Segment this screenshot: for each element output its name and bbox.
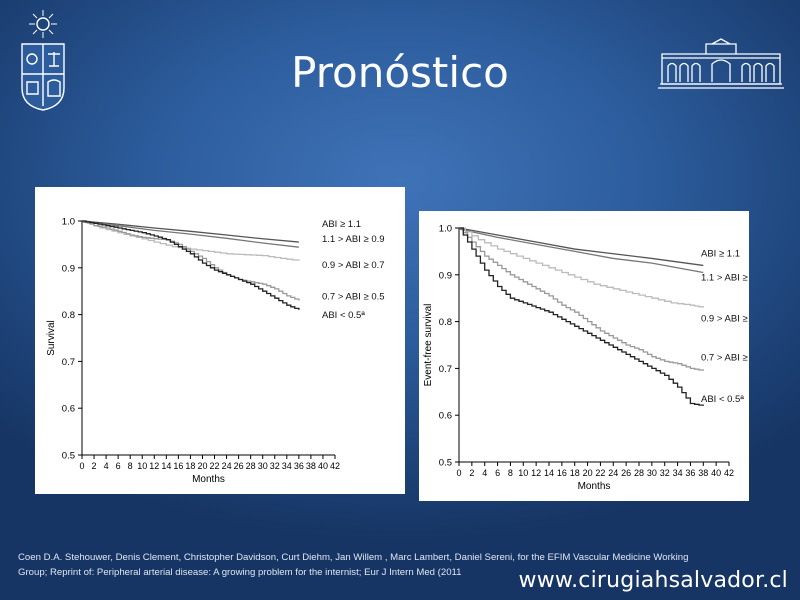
series-label: ABI < 0.5ª: [322, 310, 365, 321]
x-tick-label: 40: [711, 468, 721, 478]
x-tick-label: 26: [621, 468, 631, 478]
x-tick-label: 16: [557, 468, 567, 478]
y-tick-label: 1.0: [439, 224, 452, 235]
x-tick-label: 10: [518, 468, 528, 478]
y-tick-label: 0.5: [439, 458, 452, 469]
event-free-survival-chart-panel: 0.5 0.6 0.7 0.8 0.9 1.0 0 2 4 6 8 10 12 14 16 18 20 22 24 2…: [419, 211, 749, 501]
x-tick-label: 38: [698, 468, 708, 478]
building-facade-logo: [658, 38, 784, 89]
x-tick-label: 26: [234, 461, 244, 471]
x-tick-label: 34: [673, 468, 683, 478]
series-label: ABI ≥ 1.1: [701, 248, 740, 259]
y-axis-label: Event-free survival: [423, 304, 434, 387]
x-axis-label: Months: [192, 474, 225, 485]
x-tick-label: 36: [294, 461, 304, 471]
slide-title: Pronóstico: [291, 48, 509, 97]
x-tick-label: 14: [544, 468, 554, 478]
x-tick-label: 36: [685, 468, 695, 478]
series-line: [459, 227, 704, 371]
x-tick-label: 28: [634, 468, 644, 478]
x-tick-label: 24: [222, 461, 232, 471]
x-tick-label: 2: [92, 461, 97, 471]
series-label: 0.9 > ABI ≥ 0.7: [701, 314, 749, 325]
x-tick-label: 34: [282, 461, 292, 471]
series-label: 0.9 > ABI ≥ 0.7: [322, 260, 385, 271]
citation-text: Coen D.A. Stehouwer, Denis Clement, Chri…: [18, 550, 758, 580]
series-line: [81, 220, 299, 243]
x-tick-label: 38: [306, 461, 316, 471]
series-line: [458, 228, 704, 274]
series-line: [459, 227, 704, 308]
series-label: 0.7 > ABI ≥ 0.5: [701, 353, 749, 364]
citation-line-2: Group; Reprint of: Peripheral arterial d…: [18, 567, 462, 578]
series-label: 1.1 > ABI ≥ 0.9: [322, 234, 385, 245]
x-tick-label: 42: [724, 468, 734, 478]
x-tick-label: 4: [482, 468, 487, 478]
x-tick-label: 12: [531, 468, 541, 478]
series-label: 1.1 > ABI ≥ 0.9: [701, 272, 749, 283]
website-url[interactable]: www.cirugiahsalvador.cl: [518, 568, 788, 593]
university-crest-logo: [21, 10, 65, 111]
series-line: [82, 220, 300, 310]
y-tick-label: 0.8: [439, 317, 452, 328]
y-tick-label: 0.8: [62, 310, 75, 321]
x-tick-label: 24: [608, 468, 618, 478]
y-tick-label: 0.6: [439, 411, 452, 422]
series-label: ABI < 0.5ª: [701, 394, 744, 405]
x-tick-label: 4: [104, 461, 109, 471]
y-tick-label: 0.7: [439, 364, 452, 375]
y-tick-label: 0.6: [62, 404, 75, 415]
citation-line-1: Coen D.A. Stehouwer, Denis Clement, Chri…: [18, 552, 689, 563]
x-tick-label: 14: [161, 461, 171, 471]
event-free-survival-chart: 0.50.60.70.80.91.00 2 4 6 8 10 12 14 16 18 20 22 24 2…: [423, 224, 749, 493]
x-tick-label: 20: [197, 461, 207, 471]
y-tick-label: 1.0: [62, 217, 75, 228]
survival-chart-panel: 0.5 0.6 0.7 0.8 0.9 1.0 0 2 4 6 8 10 12 14 16 18 20 22 24 2…: [35, 187, 405, 494]
x-tick-label: 18: [185, 461, 195, 471]
y-tick-label: 0.9: [439, 270, 452, 281]
series-label: 0.7 > ABI ≥ 0.5: [322, 292, 385, 303]
y-tick-label: 0.9: [62, 263, 75, 274]
x-tick-label: 16: [173, 461, 183, 471]
x-axis-label: Months: [578, 481, 611, 492]
x-tick-label: 32: [660, 468, 670, 478]
x-tick-label: 18: [570, 468, 580, 478]
x-tick-label: 0: [79, 461, 84, 471]
x-tick-label: 32: [270, 461, 280, 471]
x-tick-label: 12: [149, 461, 159, 471]
x-tick-label: 30: [258, 461, 268, 471]
x-tick-label: 22: [210, 461, 220, 471]
x-tick-label: 40: [318, 461, 328, 471]
x-tick-label: 42: [330, 461, 340, 471]
series-line: [82, 220, 300, 301]
series-label: ABI ≥ 1.1: [322, 219, 361, 230]
x-tick-label: 22: [595, 468, 605, 478]
x-tick-label: 6: [495, 468, 500, 478]
x-tick-label: 8: [128, 461, 133, 471]
y-tick-label: 0.5: [62, 451, 75, 462]
x-tick-label: 20: [583, 468, 593, 478]
y-axis-label: Survival: [46, 320, 57, 356]
series-line: [458, 227, 704, 267]
x-tick-label: 28: [246, 461, 256, 471]
x-tick-label: 2: [469, 468, 474, 478]
x-tick-label: 30: [647, 468, 657, 478]
series-line: [459, 227, 704, 406]
survival-chart: 0.50.60.70.80.91.00 2 4 6 8 10 12 14 16 18 20 22 24 2…: [46, 217, 385, 486]
x-tick-label: 10: [137, 461, 147, 471]
y-tick-label: 0.7: [62, 357, 75, 368]
x-tick-label: 0: [456, 468, 461, 478]
series-line: [81, 221, 299, 248]
x-tick-label: 8: [508, 468, 513, 478]
x-tick-label: 6: [116, 461, 121, 471]
